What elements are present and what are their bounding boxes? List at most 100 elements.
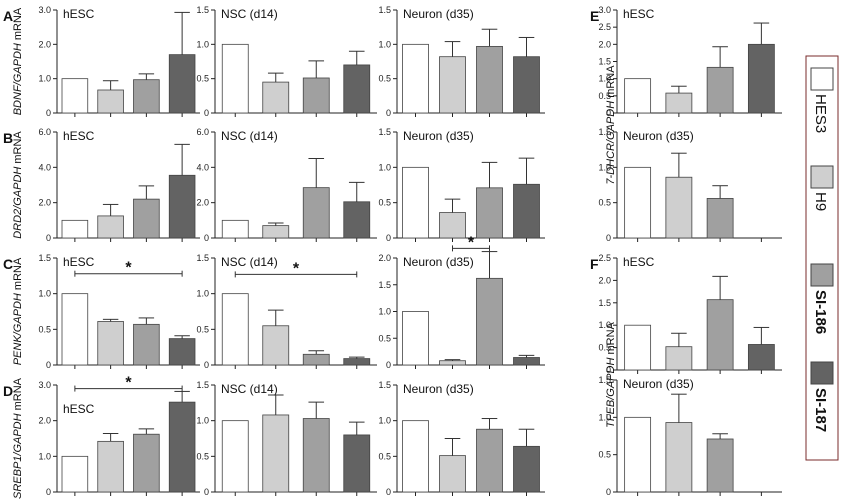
y-tick-label: 0: [204, 108, 209, 118]
y-tick-label: 0.5: [378, 451, 391, 461]
y-axis-label-gene: DRD2/GAPDH: [12, 167, 24, 239]
bar-h9: [262, 81, 290, 114]
bar-si-186: [302, 77, 330, 114]
y-tick-label: 1.5: [196, 253, 209, 263]
y-axis-label-gene: BDNF/GAPDH: [12, 43, 24, 115]
chart-e1: 0 0.5 1.0 1.5 2.0 2.5 3.0 hESC E 7-DHCR/GAPDH mRN…: [590, 5, 782, 185]
bar-hes3: [624, 416, 652, 493]
bar-hes3: [61, 293, 89, 366]
chart-d2: 0 0.5 1.0 1.5 NSC (d14): [196, 380, 377, 497]
panel-label: D: [3, 383, 13, 399]
panel-title: Neuron (d35): [403, 382, 474, 396]
bar-h9: [665, 346, 693, 371]
y-axis-label: TFEB/GAPDH mRNA: [605, 321, 617, 427]
chart-c3: 0 0.5 1.0 1.5 2.0 Neuron (d35) *: [378, 234, 545, 370]
panel-title: NSC (d14): [221, 255, 278, 269]
legend: HES3 H9 SI-186 SI-187: [805, 55, 839, 461]
bar-h9: [665, 176, 693, 239]
y-tick-label: 6.0: [38, 127, 51, 137]
y-tick-label: 2.0: [598, 39, 611, 49]
y-tick-label: 0: [46, 487, 51, 497]
y-tick-label: 0.5: [598, 450, 611, 460]
legend-swatch-hes3: [810, 67, 834, 91]
bar-hes3: [624, 78, 652, 114]
y-axis-label: BDNF/GAPDH mRNA: [12, 7, 24, 115]
y-tick-label: 1.0: [378, 307, 391, 317]
significance-star: *: [125, 375, 132, 392]
y-tick-label: 0: [606, 365, 611, 375]
bar-hes3: [221, 219, 249, 239]
y-axis-label-unit: mRNA: [12, 257, 24, 293]
y-tick-label: 1.0: [196, 39, 209, 49]
y-tick-label: 0: [46, 233, 51, 243]
bar-hes3: [61, 78, 89, 114]
y-tick-label: 0.5: [38, 324, 51, 334]
y-tick-label: 2.0: [38, 39, 51, 49]
bar-si-186: [302, 353, 330, 366]
bar-hes3: [402, 420, 429, 493]
y-tick-label: 1.5: [378, 127, 391, 137]
bar-h9: [262, 414, 290, 493]
y-axis-label-unit: mRNA: [605, 321, 617, 357]
y-axis-label-unit: mRNA: [605, 65, 617, 101]
y-tick-label: 1.0: [378, 162, 391, 172]
bar-hes3: [624, 324, 652, 371]
y-tick-label: 6.0: [196, 127, 209, 137]
y-axis-label-gene: SREBP1/GAPDH: [12, 413, 24, 499]
y-tick-label: 1.0: [196, 289, 209, 299]
y-tick-label: 0.5: [598, 91, 611, 101]
bar-si-186: [706, 198, 734, 239]
y-tick-label: 1.5: [378, 5, 391, 15]
chart-b2: 0 2.0 4.0 6.0 NSC (d14): [196, 127, 377, 243]
panel-title: Neuron (d35): [403, 7, 474, 21]
panel-title: NSC (d14): [221, 129, 278, 143]
bar-si-187: [513, 357, 540, 366]
bar-si-186: [302, 418, 330, 493]
bar-si-186: [706, 299, 734, 371]
y-tick-label: 2.5: [598, 22, 611, 32]
chart-c2: 0 0.5 1.0 1.5 NSC (d14) *: [196, 253, 377, 370]
bar-si-187: [747, 43, 775, 114]
y-tick-label: 1.0: [196, 416, 209, 426]
y-tick-label: 1.5: [378, 380, 391, 390]
legend-label-hes3: HES3: [812, 94, 829, 133]
bar-si-187: [343, 434, 371, 493]
y-tick-label: 0: [386, 360, 391, 370]
panel-label: F: [590, 256, 599, 272]
panel-title: hESC: [63, 129, 95, 143]
bar-si-186: [476, 187, 503, 239]
bar-si-187: [168, 174, 196, 239]
panel-title: Neuron (d35): [623, 129, 694, 143]
y-tick-label: 2.5: [598, 253, 611, 263]
bar-h9: [97, 89, 124, 114]
bar-si-186: [133, 433, 160, 493]
bar-h9: [439, 455, 466, 493]
panel-title: hESC: [63, 402, 95, 416]
y-axis-label: PENK/GAPDH mRNA: [12, 257, 24, 365]
bar-si-187: [747, 344, 775, 371]
bar-si-186: [706, 66, 734, 114]
y-tick-label: 0.5: [598, 198, 611, 208]
y-tick-label: 0: [386, 487, 391, 497]
panel-title: Neuron (d35): [403, 255, 474, 269]
chart-e2: 0 0.5 1.0 1.5 Neuron (d35): [598, 127, 782, 243]
panel-label: C: [3, 256, 13, 272]
legend-label-si-186: SI-186: [812, 290, 829, 334]
chart-b3: 0 0.5 1.0 1.5 Neuron (d35): [378, 127, 545, 243]
y-tick-label: 0.5: [378, 333, 391, 343]
panel-title: NSC (d14): [221, 7, 278, 21]
y-tick-label: 3.0: [38, 5, 51, 15]
panel-label: A: [3, 8, 13, 24]
bar-h9: [97, 215, 124, 239]
y-tick-label: 1.5: [598, 298, 611, 308]
panel-title: hESC: [63, 255, 95, 269]
y-tick-label: 1.0: [598, 320, 611, 330]
y-axis-label: SREBP1/GAPDH mRNA: [12, 377, 24, 499]
y-tick-label: 2.0: [196, 198, 209, 208]
y-tick-label: 2.0: [38, 416, 51, 426]
y-tick-label: 0: [606, 233, 611, 243]
bar-hes3: [221, 43, 249, 114]
